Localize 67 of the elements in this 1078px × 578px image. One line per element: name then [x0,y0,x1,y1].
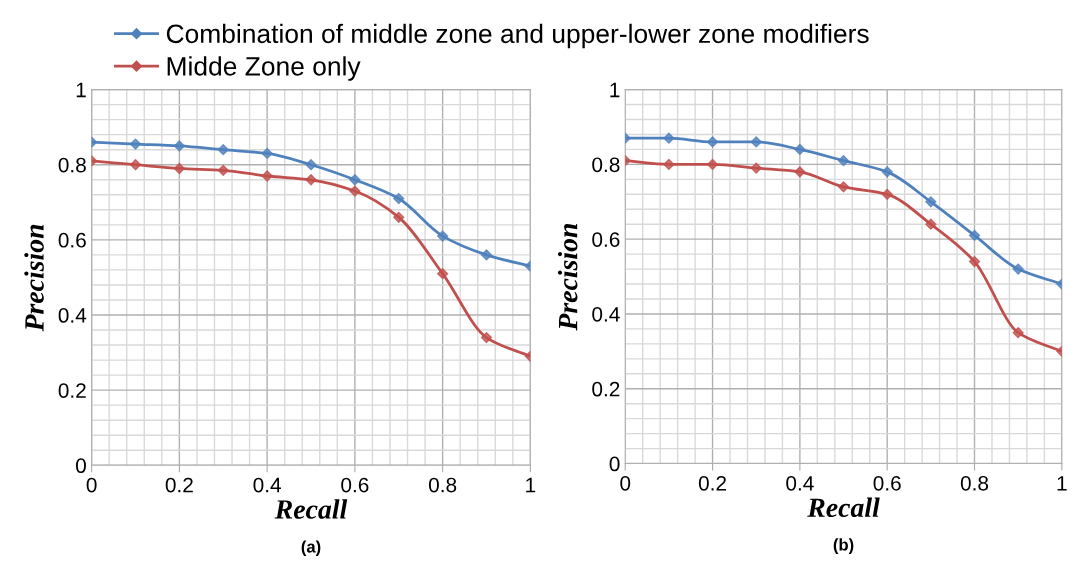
legend-label: Combination of middle zone and upper-lower zone modifiers [166,23,869,49]
point [480,331,493,344]
point [261,170,273,182]
point [261,147,273,160]
text: (b) [833,538,854,554]
x-tick-label: 0.6 [873,475,901,491]
point [968,229,981,242]
point [480,249,493,261]
point [129,138,142,150]
y-tick-label: 0.8 [58,157,86,173]
point [217,164,229,176]
x-tick-label: 0.2 [165,477,193,493]
y-tick-label: 0.4 [58,308,87,323]
point [881,166,893,178]
y-tick-label: 0.8 [592,157,620,173]
legend-label: Midde Zone only [167,56,361,81]
point [217,144,229,156]
x-tick-label: 1 [526,477,536,493]
point [393,192,405,205]
point [437,230,449,242]
point [305,159,317,171]
y-tick-label: 0.2 [58,383,86,398]
x-tick-label: 0.8 [428,477,457,493]
x-tick-label: 0.4 [253,477,281,493]
y-tick-label: 0 [76,458,86,474]
x-tick-label: 0.4 [786,475,814,491]
point [173,162,185,175]
point [837,155,850,167]
point [837,181,850,193]
x-tick-label: 0.2 [698,475,726,491]
x-tick-label: 0.8 [960,475,989,491]
y-tick-label: 0.6 [58,232,86,248]
point [349,174,361,186]
y-axis-title: Precision [557,223,578,331]
x-axis-title: Recall [274,499,348,519]
x-tick-label: 0.6 [341,477,369,493]
point [794,143,806,156]
y-tick-label: 0.2 [592,381,620,397]
point [925,218,937,230]
point [663,132,675,144]
point [750,162,762,174]
point [794,166,806,178]
point [881,188,893,200]
text: (a) [301,540,321,556]
x-tick-label: 1 [1057,476,1067,491]
point [173,140,185,152]
point [1012,327,1024,339]
y-tick-label: 0.4 [592,306,620,322]
point [706,158,719,170]
point [129,159,142,171]
y-tick-label: 1 [610,82,620,98]
y-tick-label: 1 [76,82,86,98]
point [437,268,449,280]
point [968,256,981,268]
point [393,211,405,223]
point [305,174,317,186]
y-tick-label: 0.6 [592,232,620,247]
point [925,196,937,208]
y-tick-label: 0 [609,456,620,472]
x-tick-label: 0 [86,477,97,493]
point [349,185,361,197]
point [1012,263,1024,275]
x-axis-title: Recall [807,497,880,518]
point [663,158,675,170]
y-axis-title: Precision [24,224,44,332]
x-tick-label: 0 [620,475,631,491]
point [750,136,762,148]
